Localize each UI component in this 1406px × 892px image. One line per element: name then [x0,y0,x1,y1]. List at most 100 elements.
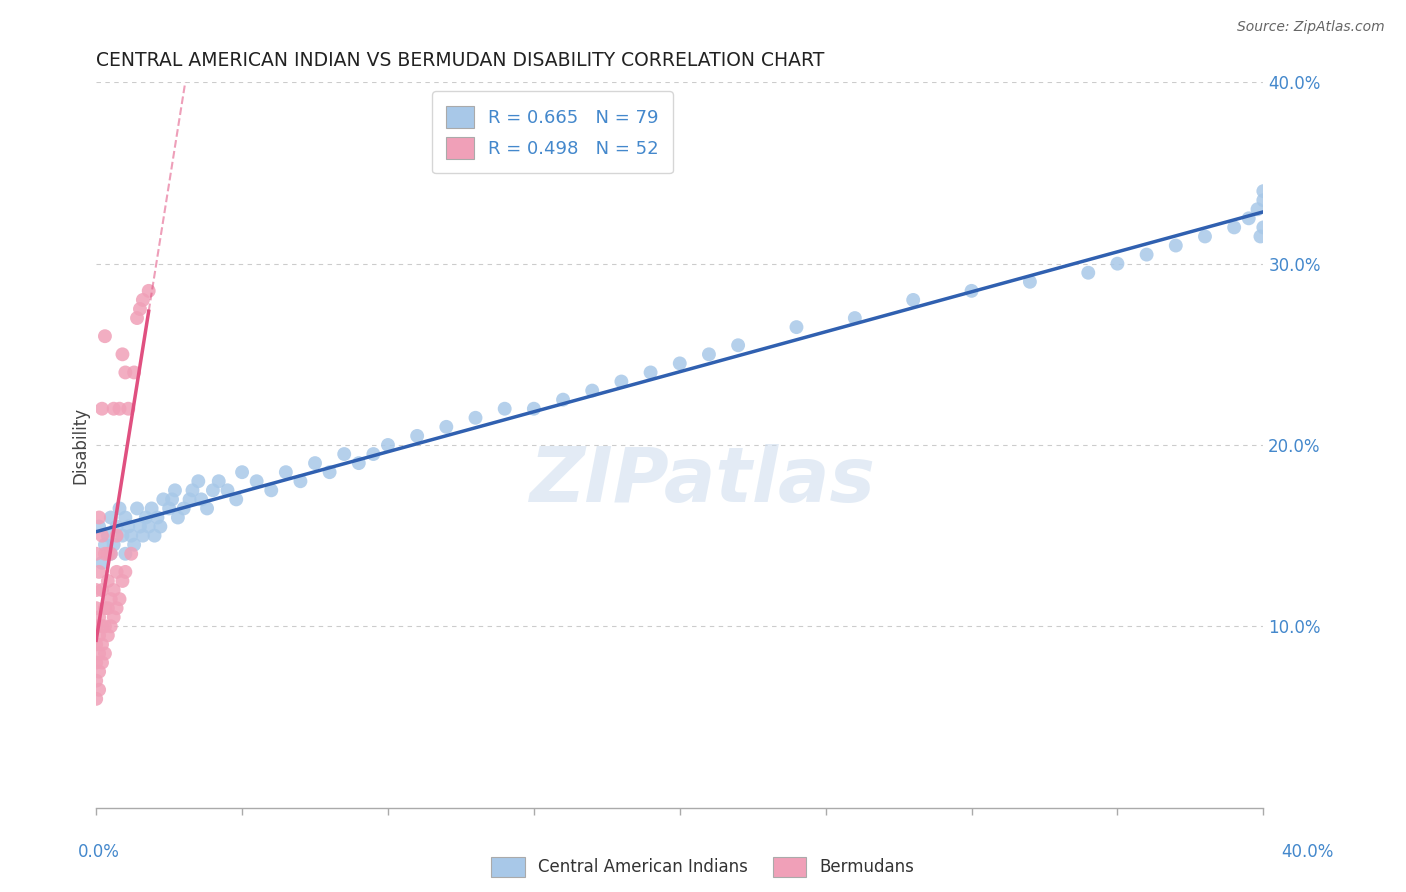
Point [1136,247,1159,261]
Text: ZIPatlas: ZIPatlas [530,444,876,518]
Point [84,601,107,615]
Point [94,619,117,633]
Point [181,483,204,498]
Point [122,538,145,552]
Point [120,547,142,561]
Point [114,510,136,524]
Point [97,601,120,615]
Point [100,547,122,561]
Point [108,401,131,416]
Point [260,483,283,498]
Point [901,293,924,307]
Point [84,691,107,706]
Point [225,492,247,507]
Point [114,366,136,380]
Point [464,410,486,425]
Point [132,528,155,542]
Point [551,392,574,407]
Point [1246,202,1268,217]
Point [117,519,139,533]
Point [84,673,107,688]
Point [94,601,117,615]
Legend: R = 0.665   N = 79, R = 0.498   N = 52: R = 0.665 N = 79, R = 0.498 N = 52 [432,91,673,173]
Point [581,384,603,398]
Point [91,619,114,633]
Point [87,610,110,624]
Text: CENTRAL AMERICAN INDIAN VS BERMUDAN DISABILITY CORRELATION CHART: CENTRAL AMERICAN INDIAN VS BERMUDAN DISA… [96,51,824,70]
Point [111,347,134,361]
Point [146,510,169,524]
Point [84,582,107,597]
Point [100,510,122,524]
Point [84,656,107,670]
Point [100,547,122,561]
Point [1249,229,1271,244]
Point [318,465,340,479]
Point [640,366,662,380]
Point [97,574,120,588]
Point [173,501,195,516]
Point [108,592,131,607]
Point [434,420,457,434]
Point [697,347,720,361]
Point [129,519,152,533]
Point [94,538,117,552]
Point [347,456,370,470]
Point [108,501,131,516]
Point [87,665,110,679]
Point [94,647,117,661]
Point [125,501,148,516]
Point [246,475,269,489]
Point [91,656,114,670]
Legend: Central American Indians, Bermudans: Central American Indians, Bermudans [485,850,921,884]
Point [97,547,120,561]
Point [87,510,110,524]
Point [1253,220,1275,235]
Point [114,565,136,579]
Point [208,475,231,489]
Point [1019,275,1042,289]
Point [111,574,134,588]
Point [94,547,117,561]
Point [94,329,117,343]
Point [105,565,128,579]
Point [290,475,312,489]
Point [304,456,326,470]
Point [120,528,142,542]
Point [201,483,224,498]
Point [84,637,107,651]
Point [1077,266,1099,280]
Text: Source: ZipAtlas.com: Source: ZipAtlas.com [1237,20,1385,34]
Point [87,565,110,579]
Point [87,519,110,533]
Point [138,519,160,533]
Point [91,528,114,542]
Point [1194,229,1216,244]
Point [103,538,125,552]
Point [727,338,749,352]
Point [114,547,136,561]
Point [610,375,633,389]
Text: 40.0%: 40.0% [1281,843,1334,861]
Point [87,628,110,642]
Point [100,619,122,633]
Point [1237,211,1260,226]
Point [274,465,297,479]
Y-axis label: Disability: Disability [72,407,89,483]
Point [143,528,166,542]
Point [138,284,160,298]
Point [157,501,180,516]
Point [179,492,201,507]
Point [668,356,690,370]
Point [97,628,120,642]
Point [844,311,866,326]
Point [135,510,157,524]
Point [377,438,399,452]
Point [91,556,114,570]
Point [163,483,186,498]
Point [187,475,209,489]
Text: 0.0%: 0.0% [77,843,120,861]
Point [91,582,114,597]
Point [103,582,125,597]
Point [105,528,128,542]
